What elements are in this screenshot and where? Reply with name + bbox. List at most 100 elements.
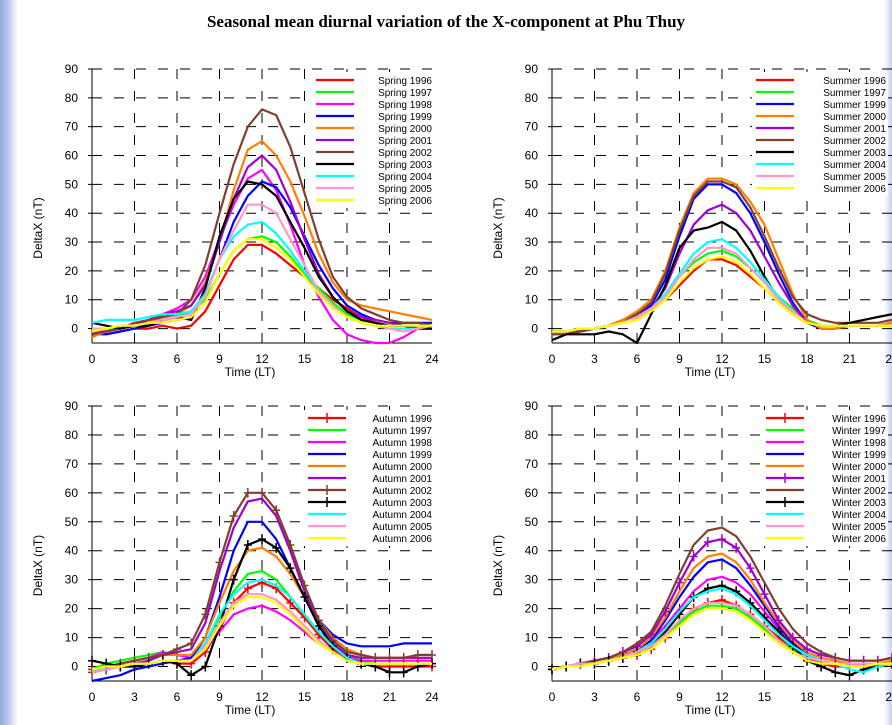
legend-label: Autumn 1999 [373, 450, 433, 461]
y-tick-label: 0 [71, 322, 78, 336]
legend-label: Autumn 1998 [373, 438, 433, 449]
x-tick-label: 0 [549, 690, 556, 704]
series-marker [718, 534, 726, 545]
x-tick-label: 21 [383, 352, 397, 366]
series-marker [831, 667, 840, 678]
series-marker [272, 542, 281, 553]
x-tick-label: 3 [131, 690, 138, 704]
series-line [91, 595, 432, 671]
series-marker [243, 583, 252, 594]
x-tick-label: 12 [715, 352, 729, 366]
series-marker [399, 652, 408, 663]
series-marker [314, 621, 323, 631]
page-title: Seasonal mean diurnal variation of the X… [206, 12, 686, 31]
legend-label: Winter 1996 [832, 414, 886, 425]
series-marker [746, 563, 755, 574]
y-axis-label: DeltaX (nT) [491, 197, 505, 258]
y-tick-label: 20 [525, 602, 539, 616]
x-tick-label: 21 [843, 352, 857, 366]
series-marker [357, 649, 366, 660]
series-marker [215, 557, 224, 568]
series-marker [774, 615, 783, 626]
legend-label: Summer 1999 [823, 100, 886, 111]
y-tick-label: 90 [65, 62, 79, 76]
series-line [552, 255, 892, 333]
y-tick-label: 60 [65, 486, 79, 500]
y-tick-label: 10 [525, 631, 539, 645]
x-tick-label: 18 [340, 690, 354, 704]
legend-label: Summer 2004 [823, 160, 886, 171]
y-tick-label: 30 [525, 235, 539, 249]
y-tick-label: 60 [525, 486, 539, 500]
y-tick-label: 80 [525, 91, 539, 105]
y-tick-label: 80 [525, 428, 539, 442]
y-tick-label: 30 [525, 573, 539, 587]
y-tick-label: 40 [65, 206, 79, 220]
legend-label: Spring 2004 [378, 172, 432, 183]
x-tick-label: 18 [800, 690, 814, 704]
y-tick-label: 90 [525, 62, 539, 76]
series-marker [286, 597, 295, 608]
legend-label: Autumn 2001 [373, 474, 433, 485]
y-tick-label: 20 [525, 264, 539, 278]
y-tick-label: 10 [65, 631, 79, 645]
series-line [91, 180, 432, 330]
x-tick-label: 15 [298, 352, 312, 366]
legend-label: Summer 2003 [823, 148, 886, 159]
series-marker [243, 539, 252, 550]
x-tick-label: 24 [425, 352, 439, 366]
legend-label: Summer 2005 [823, 172, 886, 183]
y-tick-label: 0 [71, 660, 78, 674]
y-tick-label: 10 [525, 293, 539, 307]
legend-label: Summer 2000 [823, 112, 886, 123]
x-tick-label: 15 [298, 690, 312, 704]
series-marker [258, 487, 266, 498]
series-marker [286, 539, 295, 550]
y-tick-label: 40 [525, 206, 539, 220]
x-tick-label: 0 [89, 352, 96, 366]
series-marker [675, 577, 684, 588]
series-line [91, 108, 433, 336]
y-axis-label: DeltaX (nT) [31, 197, 45, 258]
series-marker [428, 649, 436, 660]
y-tick-label: 20 [65, 264, 79, 278]
series-marker [703, 537, 712, 548]
y-tick-label: 70 [65, 120, 79, 134]
legend-label: Winter 2000 [832, 462, 886, 473]
series-marker [243, 487, 252, 498]
y-tick-label: 0 [531, 322, 538, 336]
x-tick-label: 0 [89, 690, 96, 704]
legend-label: Spring 1998 [378, 100, 432, 111]
y-tick-label: 70 [65, 457, 79, 471]
legend-label: Autumn 2006 [373, 534, 433, 545]
chart-summer: 0 10 20 30 40 50 60 70 80 90 0 3 6 9 12 15 18 21 24 Time (L… [491, 62, 892, 379]
x-tick-label: 18 [800, 352, 814, 366]
y-axis-label: DeltaX (nT) [491, 535, 505, 596]
legend-label: Spring 2000 [378, 124, 432, 135]
y-tick-label: 60 [65, 149, 79, 163]
legend-label: Spring 2002 [378, 148, 432, 159]
y-tick-label: 70 [525, 457, 539, 471]
x-tick-label: 3 [591, 690, 598, 704]
x-tick-label: 3 [591, 352, 598, 366]
legend-label: Winter 2002 [832, 486, 886, 497]
y-tick-label: 90 [65, 399, 79, 413]
series-marker [201, 609, 210, 620]
legend-label: Autumn 1997 [373, 426, 433, 437]
x-tick-label: 15 [758, 352, 772, 366]
y-axis-label: DeltaX (nT) [31, 535, 45, 596]
series-marker [399, 667, 408, 678]
x-tick-label: 3 [131, 352, 138, 366]
legend-label: Winter 1999 [832, 450, 886, 461]
series-marker [385, 667, 394, 678]
x-tick-label: 0 [549, 352, 556, 366]
y-tick-label: 40 [525, 544, 539, 558]
x-tick-label: 18 [340, 352, 354, 366]
legend-label: Spring 2005 [378, 184, 432, 195]
y-tick-label: 50 [65, 515, 79, 529]
series-marker [803, 644, 811, 655]
y-tick-label: 10 [65, 293, 79, 307]
legend-label: Summer 1996 [823, 76, 886, 87]
series-marker [229, 511, 238, 521]
